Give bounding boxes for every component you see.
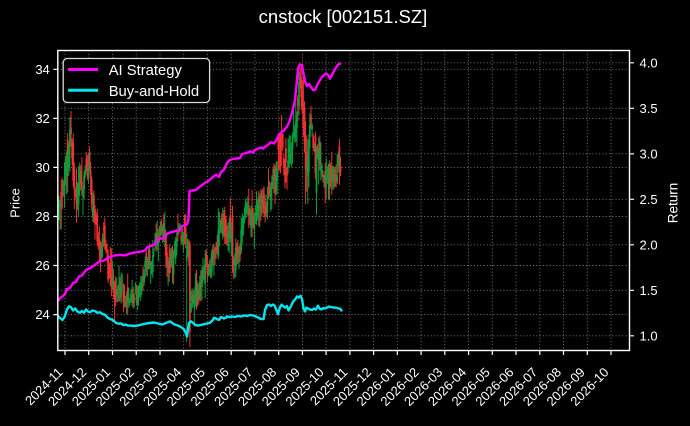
svg-text:Return: Return: [666, 183, 681, 224]
svg-text:2.5: 2.5: [640, 192, 658, 207]
svg-text:32: 32: [35, 111, 49, 126]
svg-text:Price: Price: [7, 188, 22, 218]
svg-text:Buy-and-Hold: Buy-and-Hold: [109, 84, 199, 100]
svg-text:24: 24: [35, 307, 49, 322]
svg-text:2.0: 2.0: [640, 237, 658, 252]
svg-text:AI Strategy: AI Strategy: [109, 63, 183, 79]
svg-text:cnstock [002151.SZ]: cnstock [002151.SZ]: [259, 6, 428, 27]
svg-text:26: 26: [35, 258, 49, 273]
svg-text:30: 30: [35, 160, 49, 175]
svg-text:1.5: 1.5: [640, 283, 658, 298]
svg-text:3.0: 3.0: [640, 146, 658, 161]
svg-text:28: 28: [35, 209, 49, 224]
svg-text:4.0: 4.0: [640, 55, 658, 70]
svg-text:1.0: 1.0: [640, 328, 658, 343]
svg-text:3.5: 3.5: [640, 101, 658, 116]
svg-text:34: 34: [35, 62, 49, 77]
